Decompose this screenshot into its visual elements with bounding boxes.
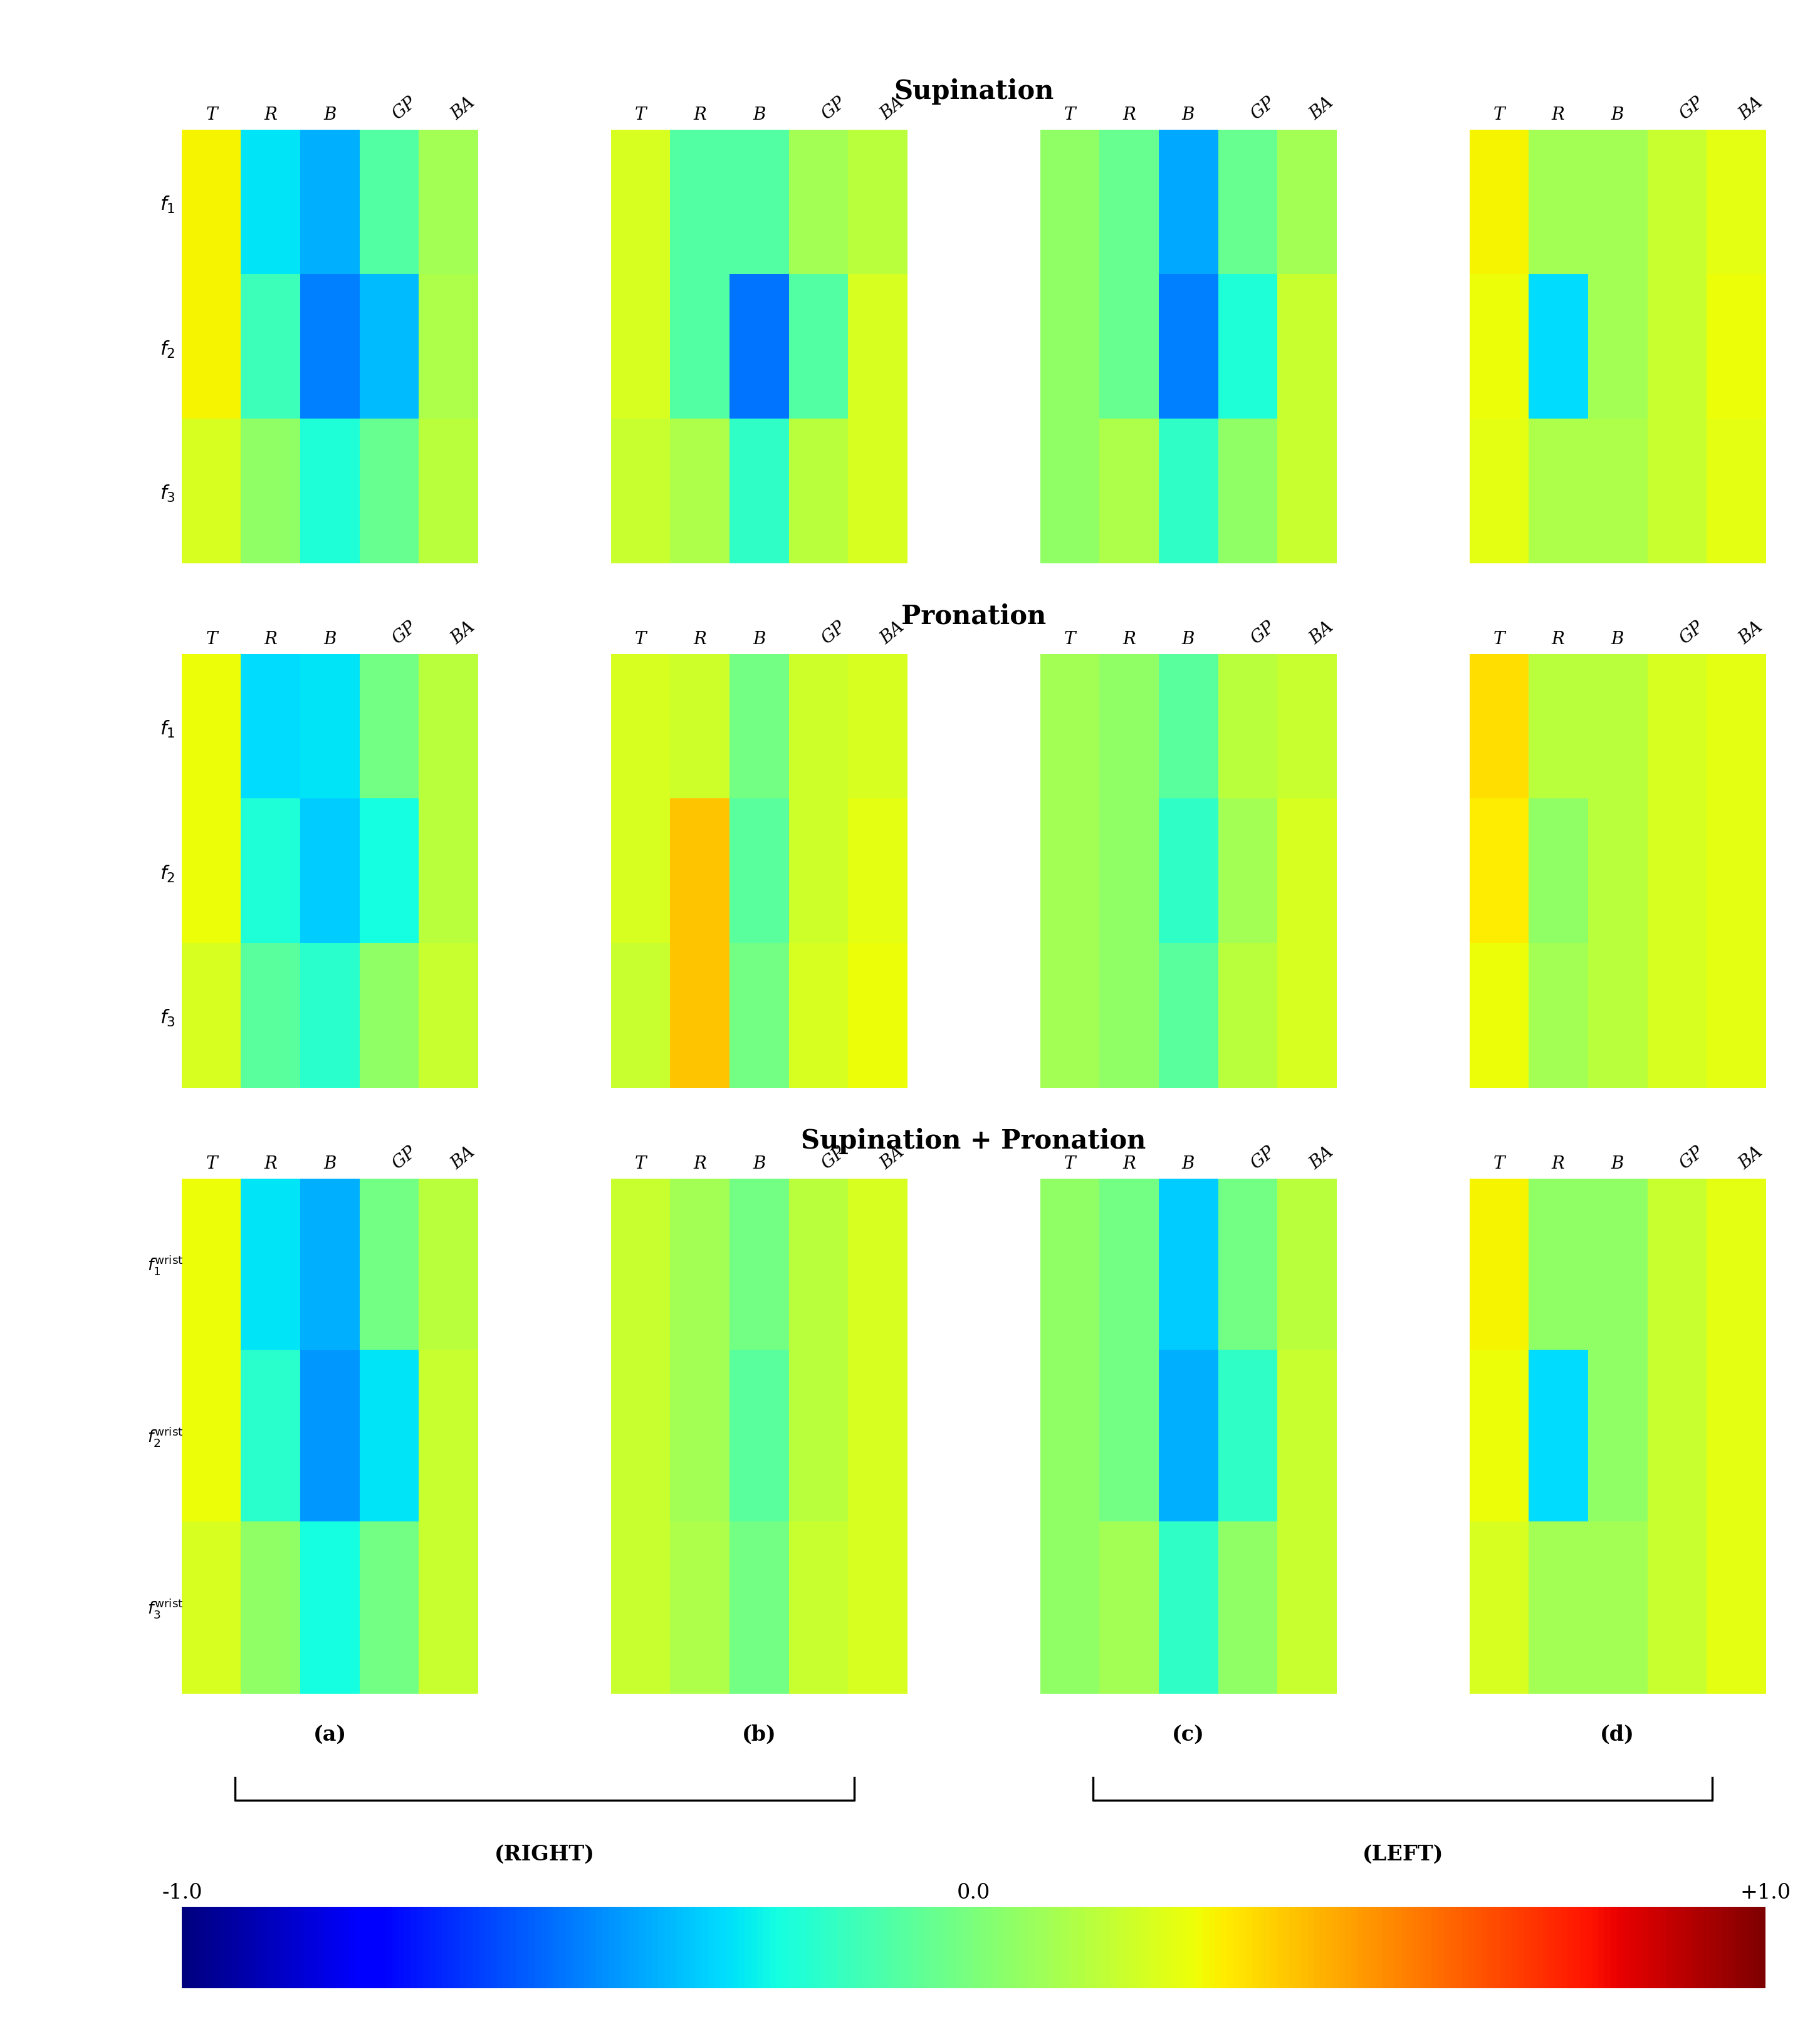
Text: (b): (b) [743, 1723, 777, 1743]
Text: $f_1^{\rm wrist}$: $f_1^{\rm wrist}$ [147, 1254, 184, 1276]
Text: $f_2^{\rm wrist}$: $f_2^{\rm wrist}$ [147, 1425, 184, 1448]
Text: (a): (a) [313, 1723, 346, 1743]
Text: Pronation: Pronation [901, 604, 1046, 630]
Text: Supination + Pronation: Supination + Pronation [801, 1128, 1147, 1154]
Text: (LEFT): (LEFT) [1363, 1843, 1443, 1864]
Text: $f_3^{\rm wrist}$: $f_3^{\rm wrist}$ [147, 1597, 184, 1619]
Text: Supination: Supination [894, 77, 1054, 104]
Text: (c): (c) [1172, 1723, 1205, 1743]
Text: (d): (d) [1600, 1723, 1634, 1743]
Text: (RIGHT): (RIGHT) [495, 1843, 595, 1864]
